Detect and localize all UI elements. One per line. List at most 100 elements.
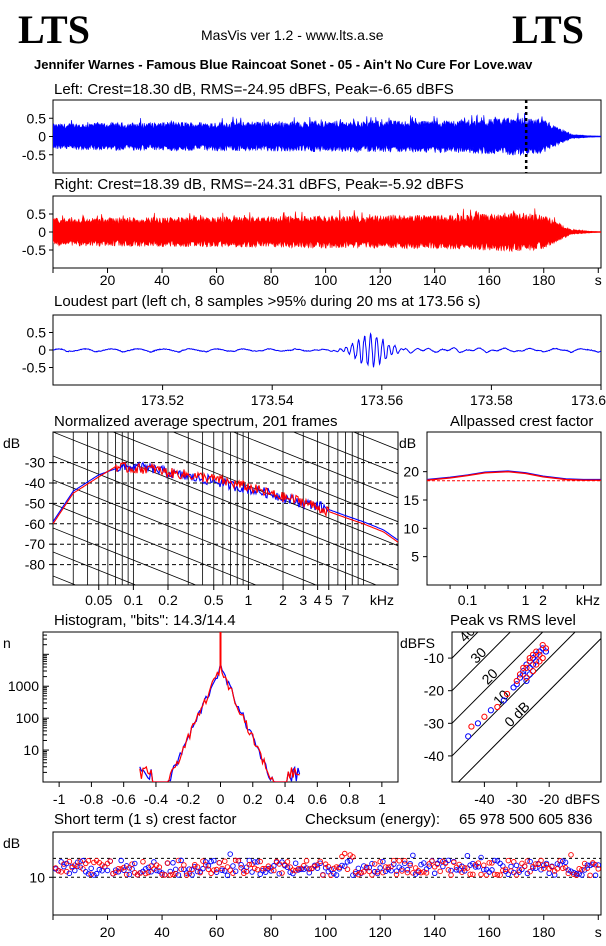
shortterm-left-point (423, 866, 430, 872)
peakrms-ylabel: dBFS (400, 635, 435, 651)
loudest-line (53, 332, 601, 368)
shortterm-right-point (183, 872, 190, 878)
shortterm-right-point (58, 869, 64, 875)
shortterm-left-point (519, 866, 525, 873)
shortterm-left-point (213, 869, 220, 875)
shortterm-right-point (85, 858, 92, 864)
spectrum-slope-line (53, 192, 398, 330)
shortterm-left-point (524, 870, 531, 877)
shortterm-right-point (532, 861, 539, 867)
shortterm-left-point (385, 866, 392, 873)
shortterm-left-point (472, 864, 479, 870)
shortterm-left-point (115, 869, 122, 875)
shortterm-left-point (290, 870, 296, 877)
peakrms-diagonal-label: 20 (478, 665, 500, 687)
shortterm-right-point (576, 865, 582, 872)
spectrum-ytick-label: -70 (25, 536, 45, 552)
shortterm-right-point (178, 866, 184, 872)
shortterm-right-point (112, 869, 119, 876)
peakrms-left-point (542, 648, 550, 655)
peakrms-right-point (536, 651, 543, 658)
shortterm-left-point (437, 857, 443, 864)
shortterm-right-point (227, 867, 233, 873)
shortterm-left-point (538, 866, 544, 873)
shortterm-left-point (189, 872, 195, 878)
shortterm-left-point (421, 860, 427, 866)
shortterm-right-point (63, 868, 70, 875)
shortterm-right-point (491, 871, 498, 878)
peakrms-left-point (500, 697, 507, 704)
shortterm-right-point (279, 870, 285, 876)
shortterm-right-point (55, 868, 62, 874)
shortterm-right-point (448, 872, 454, 878)
shortterm-right-point (421, 869, 427, 875)
shortterm-right-point (172, 870, 179, 877)
shortterm-right-point (271, 867, 277, 874)
shortterm-left-point (85, 871, 92, 877)
shortterm-right-point (303, 858, 310, 864)
shortterm-left-point (584, 862, 591, 868)
spectrum-slope-line (53, 144, 398, 282)
shortterm-left-point (211, 857, 217, 864)
shortterm-right-point (325, 863, 332, 870)
right-wave-envelope (53, 208, 601, 253)
shortterm-left-point (74, 859, 81, 866)
shortterm-right-point (451, 859, 457, 865)
shortterm-left-point (459, 863, 465, 870)
checksum-label: Checksum (energy): (305, 811, 441, 828)
peakrms-right-point (542, 645, 550, 652)
spectrum-ytick-label: -40 (25, 475, 45, 491)
shortterm-left-point (232, 868, 239, 875)
shortterm-right-point (314, 862, 321, 868)
spectrum-xtick-label: 0.2 (158, 592, 178, 608)
shortterm-right-point (500, 867, 506, 874)
right-wave-ytick-label: 0.5 (27, 206, 47, 222)
spectrum-slope-line (53, 288, 398, 426)
spectrum-slope-line (53, 551, 137, 585)
shortterm-right-point (287, 864, 293, 870)
shortterm-right-point (148, 863, 154, 869)
shortterm-left-point (366, 864, 373, 871)
shortterm-right-point (440, 858, 446, 865)
shortterm-right-point (363, 864, 370, 870)
spectrum-slope-line (53, 432, 398, 571)
shortterm-right-point (437, 868, 443, 875)
shortterm-right-point (295, 866, 302, 872)
histogram-right-curve (139, 663, 300, 782)
peakrms-right-point (520, 664, 527, 671)
shortterm-left-point (516, 869, 522, 875)
histogram-xtick-label: 0.8 (340, 791, 360, 807)
shortterm-left-point (230, 863, 236, 869)
shortterm-left-point (341, 863, 348, 870)
crest-ytick-label: 10 (403, 520, 419, 536)
histogram-ytick-label: 1000 (8, 678, 39, 694)
shortterm-left-point (328, 866, 334, 873)
time-tick-label: 60 (209, 272, 225, 288)
shortterm-left-point (227, 851, 233, 857)
loudest-xtick-label: 173.54 (251, 392, 294, 408)
short-term-title: Short term (1 s) crest factor (54, 811, 237, 828)
shortterm-xtick-label: 80 (263, 924, 279, 940)
shortterm-right-point (232, 857, 239, 864)
shortterm-right-point (352, 869, 359, 875)
checksum-value: 65 978 500 605 836 (459, 811, 593, 828)
peak-rms-title: Peak vs RMS level (450, 612, 576, 629)
shortterm-right-point (145, 869, 152, 876)
shortterm-right-point (216, 860, 223, 866)
loudest-trace (53, 332, 601, 368)
shortterm-right-point (519, 860, 525, 867)
peakrms-diagonal (457, 638, 601, 782)
shortterm-left-point (546, 870, 552, 877)
shortterm-right-point (205, 866, 212, 873)
shortterm-right-point (202, 862, 209, 868)
shortterm-right-point (80, 866, 86, 872)
peakrms-left-point (539, 645, 546, 652)
peakrms-xtick-label: -40 (474, 791, 494, 807)
histogram-xtick-label: -0.2 (176, 791, 200, 807)
shortterm-left-point (77, 864, 84, 870)
shortterm-left-point (576, 871, 582, 877)
spectrum-slope-line (112, 432, 398, 547)
histogram-xtick-label: -1 (53, 791, 66, 807)
peakrms-right-point (513, 677, 520, 685)
